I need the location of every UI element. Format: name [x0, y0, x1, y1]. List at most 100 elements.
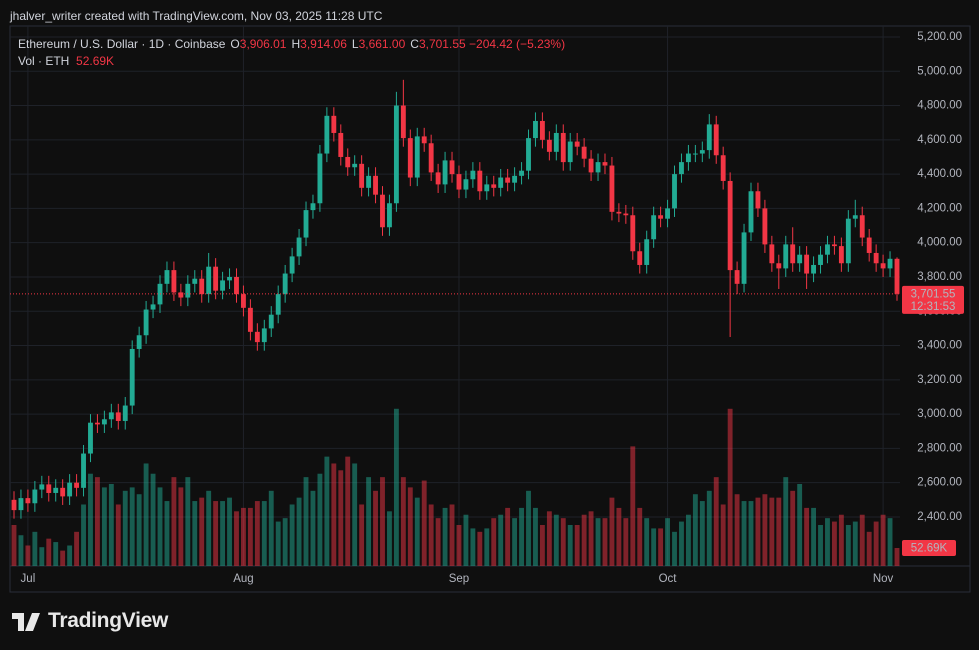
volume-bar: [665, 518, 670, 566]
candle-body: [310, 203, 316, 211]
volume-bar: [18, 535, 24, 566]
volume-bar: [651, 528, 657, 566]
volume-label: 52.69K: [911, 543, 948, 555]
legend: Ethereum / U.S. Dollar · 1D · Coinbase O3…: [18, 36, 565, 70]
ohlc-value: 3,661.00: [358, 37, 406, 51]
volume-bar: [762, 494, 768, 566]
candle-body: [359, 163, 365, 188]
candle-body: [178, 292, 184, 298]
candle-body: [74, 482, 80, 488]
volume-bar: [74, 531, 80, 566]
candle-body: [296, 237, 302, 257]
candle-body: [519, 170, 524, 176]
y-tick-label: 4,000.00: [917, 237, 962, 249]
candle-body: [484, 184, 490, 192]
candle-body: [254, 331, 260, 343]
volume-bar: [519, 507, 524, 566]
candle-body: [651, 215, 657, 240]
volume-bar: [616, 507, 622, 566]
candle-body: [838, 246, 844, 264]
volume-bar: [456, 524, 462, 566]
volume-bar: [880, 514, 886, 566]
volume-bar: [804, 507, 810, 566]
volume-row: Vol · ETH 52.69K: [18, 53, 565, 70]
candle-body: [630, 215, 636, 252]
candle-body: [338, 132, 344, 157]
volume-bar: [241, 507, 246, 566]
candle-body: [136, 335, 142, 349]
volume-bar: [39, 547, 45, 566]
volume-bar: [282, 518, 288, 566]
volume-bar: [463, 514, 469, 566]
volume-bar: [505, 507, 511, 566]
candle-body: [185, 283, 191, 298]
candle-body: [81, 453, 86, 488]
candle-body: [734, 270, 740, 284]
attribution: jhalver_writer created with TradingView.…: [10, 9, 383, 23]
y-tick-label: 5,000.00: [917, 65, 962, 77]
volume-bar: [595, 518, 601, 566]
volume-bar: [393, 408, 399, 566]
candle-body: [505, 177, 511, 183]
candle-body: [546, 139, 552, 152]
volume-bar: [192, 501, 198, 566]
candle-body: [873, 252, 879, 264]
ohlc-value: 3,914.06: [300, 37, 347, 51]
candle-body: [60, 487, 66, 497]
volume-bar: [150, 473, 156, 566]
candle-body: [755, 191, 761, 209]
volume-bar: [108, 483, 114, 566]
candle-body: [94, 422, 100, 425]
volume-bar: [88, 473, 93, 566]
candle-body: [241, 294, 246, 308]
volume-bar: [345, 456, 351, 566]
candle-body: [880, 263, 886, 269]
volume-bar: [373, 490, 378, 566]
candle-body: [387, 203, 392, 228]
volume-bar: [630, 446, 636, 566]
candle-body: [380, 194, 385, 228]
volume-bar: [25, 545, 31, 566]
volume-bar: [157, 487, 163, 566]
x-tick-label: Oct: [659, 573, 678, 585]
volume-bar: [261, 501, 267, 566]
volume-label-box: [902, 539, 956, 556]
candle-body: [672, 174, 677, 209]
candle-body: [456, 174, 462, 190]
volume-bar: [623, 518, 629, 566]
volume-bar: [539, 524, 545, 566]
volume-bar: [380, 477, 385, 566]
volume-bar: [755, 497, 761, 566]
candle-body: [762, 208, 768, 245]
candle-body: [741, 232, 747, 284]
countdown: 12:31:53: [911, 301, 956, 313]
volume-bar: [658, 528, 664, 566]
candle-body: [567, 141, 573, 163]
candle-body: [692, 153, 698, 155]
y-tick-label: 2,600.00: [917, 477, 962, 489]
candle-body: [227, 276, 232, 281]
candle-body: [317, 153, 323, 204]
candle-body: [560, 132, 566, 163]
candle-body: [122, 405, 128, 421]
volume-bar: [247, 507, 253, 566]
logo[interactable]: TradingView: [12, 607, 168, 633]
volume-bar: [227, 497, 232, 566]
volume-bar: [94, 477, 100, 566]
volume-bar: [741, 501, 747, 566]
candle-body: [331, 115, 337, 133]
ohlc-value: 3,906.01: [239, 37, 287, 51]
volume-bar: [825, 518, 830, 566]
candle-body: [261, 328, 267, 343]
volume-bar: [143, 463, 149, 566]
volume-bar: [470, 528, 476, 566]
candle-body: [831, 244, 837, 247]
volume-bar: [359, 504, 365, 566]
candle-body: [275, 294, 281, 315]
volume-bar: [546, 511, 552, 566]
candle-body: [282, 273, 288, 295]
candle-body: [324, 115, 330, 154]
y-tick-label: 4,600.00: [917, 134, 962, 146]
candle-body: [345, 156, 351, 168]
ohlc-key: C: [410, 37, 419, 51]
